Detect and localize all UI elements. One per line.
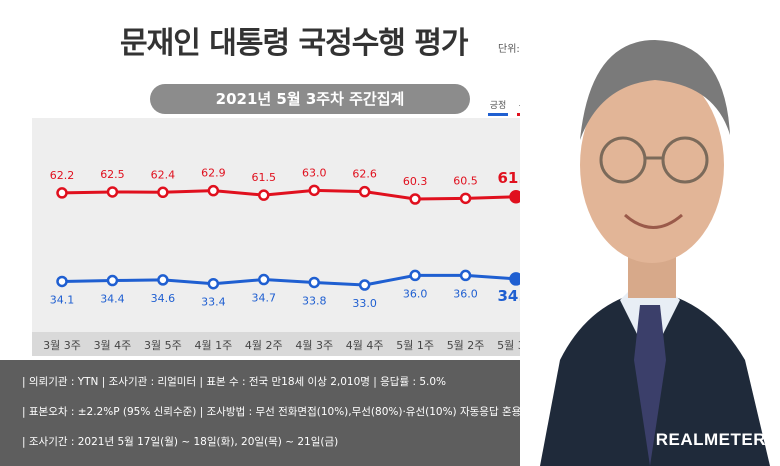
series-line-negative xyxy=(61,188,517,201)
data-label-negative: 60.5 xyxy=(453,174,478,187)
x-tick-label: 4월 1주 xyxy=(194,339,232,352)
x-axis-band xyxy=(32,332,552,356)
data-label-positive: 34.1 xyxy=(50,293,75,306)
x-tick-label: 3월 5주 xyxy=(144,339,182,352)
legend-label-positive: 긍정 xyxy=(489,101,507,111)
x-tick-label: 4월 3주 xyxy=(295,339,333,352)
data-label-negative: 62.2 xyxy=(50,169,75,182)
survey-info-line-3: | 조사기간 : 2021년 5월 17일(월) ~ 18일(화), 20일(목… xyxy=(22,436,339,448)
data-label-negative: 61.5 xyxy=(252,171,277,184)
data-point-negative xyxy=(308,184,320,197)
data-label-negative: 62.5 xyxy=(100,168,125,181)
brand-logo: REALMETER xyxy=(655,430,766,449)
data-point-negative xyxy=(207,184,220,197)
data-point-negative xyxy=(358,185,371,198)
period-badge: 2021년 5월 3주차 주간집계 xyxy=(150,84,470,114)
survey-info-box: | 의뢰기관 : YTN | 조사기관 : 리얼미터 | 표본 수 : 전국 만… xyxy=(0,360,522,466)
legend-item-positive: 긍정 xyxy=(488,98,508,116)
unit-label: 단위: % xyxy=(498,44,533,55)
data-label-positive: 34.6 xyxy=(151,292,176,305)
data-point-positive xyxy=(157,274,169,286)
data-label-negative: 63.0 xyxy=(302,166,327,179)
data-label-negative: 60.3 xyxy=(403,175,428,188)
data-point-negative xyxy=(106,186,119,198)
data-label-positive: 33.4 xyxy=(201,296,226,309)
x-tick-label: 4월 2주 xyxy=(245,339,283,352)
data-point-negative xyxy=(56,187,68,199)
data-point-negative xyxy=(258,189,270,201)
data-point-positive xyxy=(207,277,220,290)
x-tick-label: 5월 2주 xyxy=(447,339,485,352)
data-label-positive: 36.0 xyxy=(453,287,478,300)
data-point-negative xyxy=(459,192,472,205)
x-tick-label: 3월 3주 xyxy=(43,339,81,352)
data-label-positive: 33.8 xyxy=(302,294,327,307)
data-point-negative xyxy=(157,186,169,199)
data-point-positive xyxy=(106,274,119,287)
chart-area xyxy=(32,118,552,356)
data-label-negative: 62.9 xyxy=(201,167,226,180)
data-label-positive: 33.0 xyxy=(352,297,377,310)
data-point-positive xyxy=(258,273,270,286)
x-tick-label: 3월 4주 xyxy=(94,339,132,352)
data-label-negative: 62.6 xyxy=(352,168,377,181)
data-point-positive xyxy=(358,279,371,291)
legend-swatch-positive xyxy=(488,113,508,116)
data-point-negative xyxy=(409,193,421,205)
portrait-illustration xyxy=(520,0,780,466)
survey-info-line-2: | 표본오차 : ±2.2%P (95% 신뢰수준) | 조사방법 : 무선 전… xyxy=(22,406,522,418)
data-point-positive xyxy=(409,269,421,282)
data-point-positive xyxy=(308,276,320,289)
president-photo: REALMETER xyxy=(520,0,780,466)
data-label-positive: 34.4 xyxy=(100,293,125,306)
x-tick-label: 4월 4주 xyxy=(346,339,384,352)
series-line-positive xyxy=(61,273,517,287)
data-label-positive: 34.7 xyxy=(252,292,277,305)
data-label-negative: 62.4 xyxy=(151,168,176,181)
x-tick-label: 5월 1주 xyxy=(396,339,434,352)
survey-info-line-1: | 의뢰기관 : YTN | 조사기관 : 리얼미터 | 표본 수 : 전국 만… xyxy=(22,376,446,388)
data-point-positive xyxy=(56,275,68,288)
chart-title: 문재인 대통령 국정수행 평가 xyxy=(120,26,469,61)
data-point-positive xyxy=(459,269,472,282)
data-label-positive: 36.0 xyxy=(403,287,428,300)
